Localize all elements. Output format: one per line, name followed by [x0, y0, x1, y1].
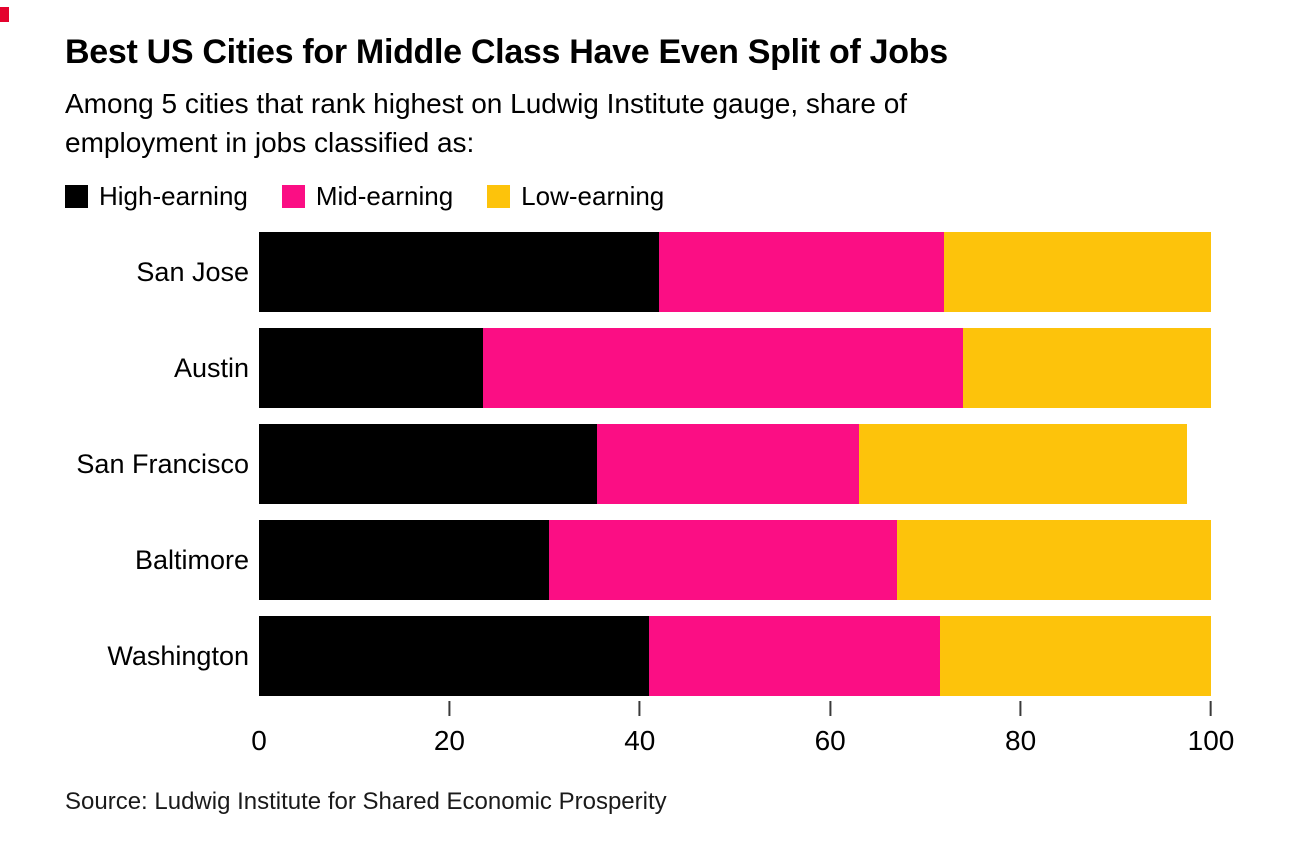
red-accent-mark — [0, 7, 9, 22]
bar-row-label: San Jose — [136, 256, 249, 287]
bar-row-san-francisco: San Francisco — [65, 424, 1211, 505]
bar-row-label: Austin — [173, 352, 249, 383]
bar-segment-mid-earning — [658, 232, 945, 313]
bar-segment-high-earning — [259, 232, 659, 313]
source-note: Source: Ludwig Institute for Shared Econ… — [65, 788, 667, 816]
axis-tick-label: 80 — [1005, 725, 1037, 757]
stacked-bar-chart: San Jose Austin San Francisco Baltimore Wash… — [65, 232, 1211, 697]
axis-tick-60: 60 — [815, 696, 846, 757]
legend-item-high-earning: High-earning — [65, 181, 248, 212]
axis-tick-label: 0 — [251, 725, 267, 757]
bar-segment-mid-earning — [549, 520, 897, 601]
axis-tick-20: 20 — [434, 696, 465, 757]
bar-segment-mid-earning — [649, 616, 940, 697]
bar-segment-low-earning — [939, 616, 1211, 697]
axis-tick-0: 0 — [251, 696, 267, 757]
axis-tick-100: 100 — [1187, 696, 1235, 757]
axis-tick-mark — [1210, 701, 1212, 717]
chart-subtitle: Among 5 cities that rank highest on Ludw… — [65, 85, 1211, 162]
legend-swatch-mid-earning — [281, 184, 305, 208]
bar-row-washington: Washington — [65, 616, 1211, 697]
bar-segment-mid-earning — [482, 328, 964, 409]
bar-segment-high-earning — [259, 616, 650, 697]
axis-tick-mark — [1019, 701, 1022, 717]
bar-track — [259, 520, 1211, 601]
legend-swatch-low-earning — [487, 184, 511, 208]
bar-row-austin: Austin — [65, 328, 1211, 409]
bar-segment-low-earning — [858, 424, 1188, 505]
axis-tick-label: 100 — [1187, 725, 1235, 757]
x-axis: 0 20 40 60 80 100 — [251, 696, 1234, 760]
bar-row-label: San Francisco — [76, 448, 249, 479]
bar-track — [259, 232, 1211, 313]
axis-tick-label: 40 — [624, 725, 656, 757]
chart-title: Best US Cities for Middle Class Have Eve… — [65, 33, 948, 71]
bar-segment-mid-earning — [596, 424, 859, 505]
legend: High-earning Mid-earning Low-earning — [65, 181, 1211, 211]
bar-row-san-jose: San Jose — [65, 232, 1211, 313]
bar-row-label: Washington — [107, 640, 249, 671]
legend-item-low-earning: Low-earning — [487, 181, 664, 212]
bar-track — [259, 424, 1211, 505]
legend-label: Low-earning — [521, 180, 665, 211]
chart-subtitle-line-1: Among 5 cities that rank highest on Ludw… — [65, 88, 908, 120]
chart-subtitle-line-2: employment in jobs classified as: — [65, 126, 475, 158]
axis-tick-mark — [638, 701, 641, 717]
legend-label: High-earning — [99, 180, 248, 211]
bar-track — [259, 616, 1211, 697]
legend-swatch-high-earning — [65, 184, 88, 208]
bar-row-baltimore: Baltimore — [65, 520, 1211, 601]
bar-segment-low-earning — [944, 232, 1211, 313]
bar-track — [259, 328, 1211, 409]
bar-segment-high-earning — [259, 520, 550, 601]
bar-segment-low-earning — [963, 328, 1211, 409]
axis-tick-label: 60 — [814, 725, 846, 757]
bar-row-label: Baltimore — [134, 544, 249, 575]
axis-tick-mark — [448, 701, 451, 717]
bar-segment-low-earning — [896, 520, 1211, 601]
axis-tick-label: 20 — [433, 725, 465, 757]
legend-item-mid-earning: Mid-earning — [281, 180, 454, 212]
bar-segment-high-earning — [259, 424, 597, 505]
axis-tick-mark — [829, 701, 832, 717]
axis-tick-80: 80 — [1005, 696, 1036, 757]
axis-tick-40: 40 — [624, 696, 655, 757]
bar-segment-high-earning — [259, 328, 483, 409]
legend-label: Mid-earning — [315, 180, 454, 211]
